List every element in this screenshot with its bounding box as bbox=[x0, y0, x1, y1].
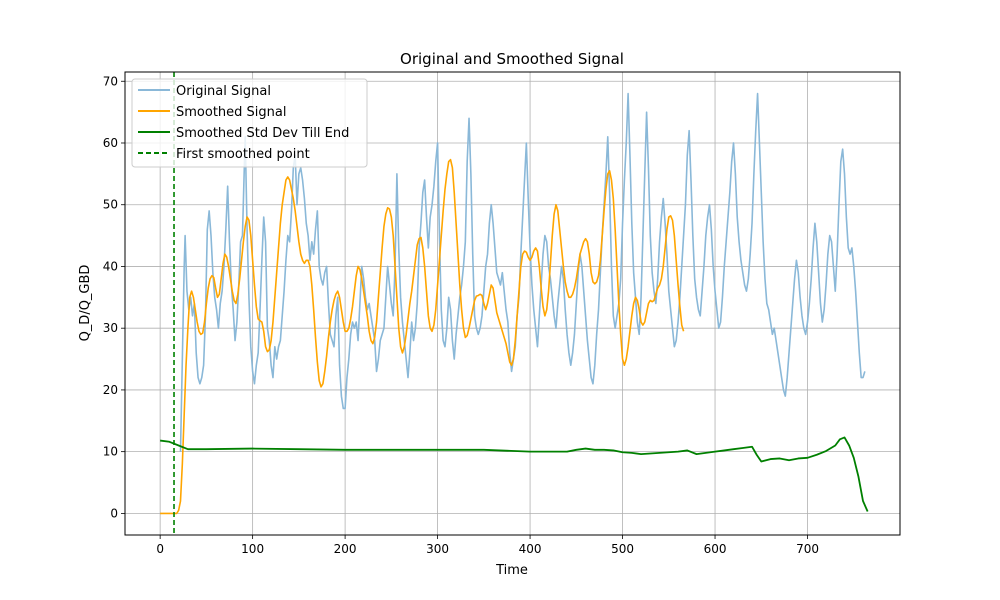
x-tick-label: 100 bbox=[241, 542, 264, 556]
x-tick-label: 300 bbox=[426, 542, 449, 556]
x-tick-label: 200 bbox=[334, 542, 357, 556]
original-signal-line bbox=[179, 92, 866, 452]
y-tick-label: 40 bbox=[103, 259, 118, 273]
x-axis-label: Time bbox=[495, 563, 528, 578]
y-tick-label: 70 bbox=[103, 74, 118, 88]
y-tick-label: 50 bbox=[103, 198, 118, 212]
legend-label-stddev: Smoothed Std Dev Till End bbox=[176, 126, 349, 141]
std-dev-line bbox=[160, 436, 869, 512]
legend-box bbox=[131, 78, 368, 168]
y-tick-label: 60 bbox=[103, 136, 118, 150]
legend-label-smoothed: Smoothed Signal bbox=[176, 105, 286, 120]
y-axis-label: Q_D/Q_GBD bbox=[78, 265, 93, 342]
plot-frame bbox=[124, 71, 901, 536]
series-area bbox=[160, 72, 869, 535]
x-tick-label: 400 bbox=[519, 542, 542, 556]
x-tick-label: 0 bbox=[156, 542, 164, 556]
y-tick-label: 0 bbox=[110, 506, 118, 520]
x-tick-label: 600 bbox=[704, 542, 727, 556]
legend: Original Signal Smoothed Signal Smoothed… bbox=[131, 78, 368, 168]
x-tick-label: 700 bbox=[796, 542, 819, 556]
smoothed-signal-line bbox=[160, 158, 685, 515]
x-tick-label: 500 bbox=[611, 542, 634, 556]
y-tick-label: 20 bbox=[103, 383, 118, 397]
legend-label-first-point: First smoothed point bbox=[176, 147, 310, 162]
chart-title: Original and Smoothed Signal bbox=[400, 50, 624, 68]
y-tick-label: 10 bbox=[103, 445, 118, 459]
legend-label-original: Original Signal bbox=[176, 84, 271, 99]
axis-ticks: 0 100 200 300 400 500 600 700 0 10 20 30 40 50 60 70 bbox=[103, 74, 819, 556]
y-tick-label: 30 bbox=[103, 321, 118, 335]
